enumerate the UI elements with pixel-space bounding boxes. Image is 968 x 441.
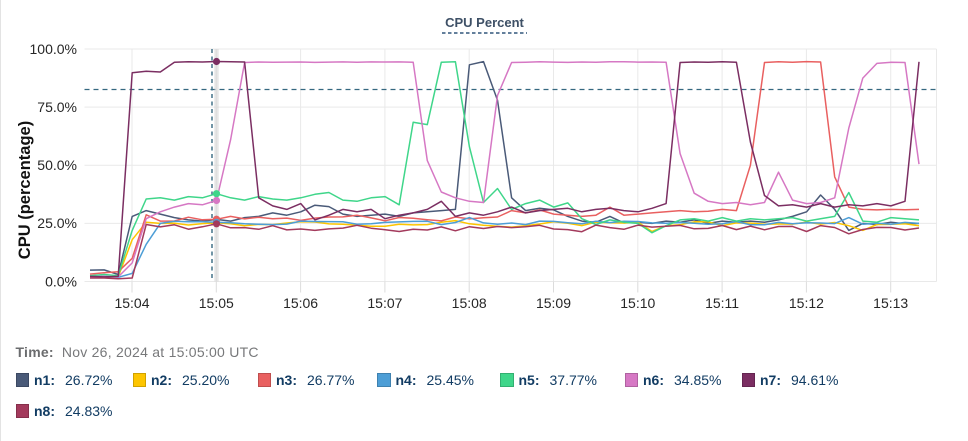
svg-text:25.0%: 25.0% [37, 215, 77, 231]
svg-text:CPU (percentage): CPU (percentage) [16, 121, 34, 259]
svg-text:15:05: 15:05 [199, 295, 234, 311]
svg-text:15:08: 15:08 [452, 295, 487, 311]
svg-text:15:13: 15:13 [873, 295, 908, 311]
svg-text:15:12: 15:12 [789, 295, 824, 311]
svg-text:15:10: 15:10 [620, 295, 655, 311]
svg-text:75.0%: 75.0% [37, 99, 77, 115]
svg-text:15:09: 15:09 [536, 295, 571, 311]
svg-text:15:06: 15:06 [283, 295, 318, 311]
svg-text:100.0%: 100.0% [30, 41, 77, 57]
svg-text:15:04: 15:04 [114, 295, 149, 311]
svg-text:0.0%: 0.0% [45, 273, 77, 289]
svg-text:15:11: 15:11 [705, 295, 739, 311]
svg-text:50.0%: 50.0% [37, 157, 77, 173]
svg-text:15:07: 15:07 [367, 295, 402, 311]
